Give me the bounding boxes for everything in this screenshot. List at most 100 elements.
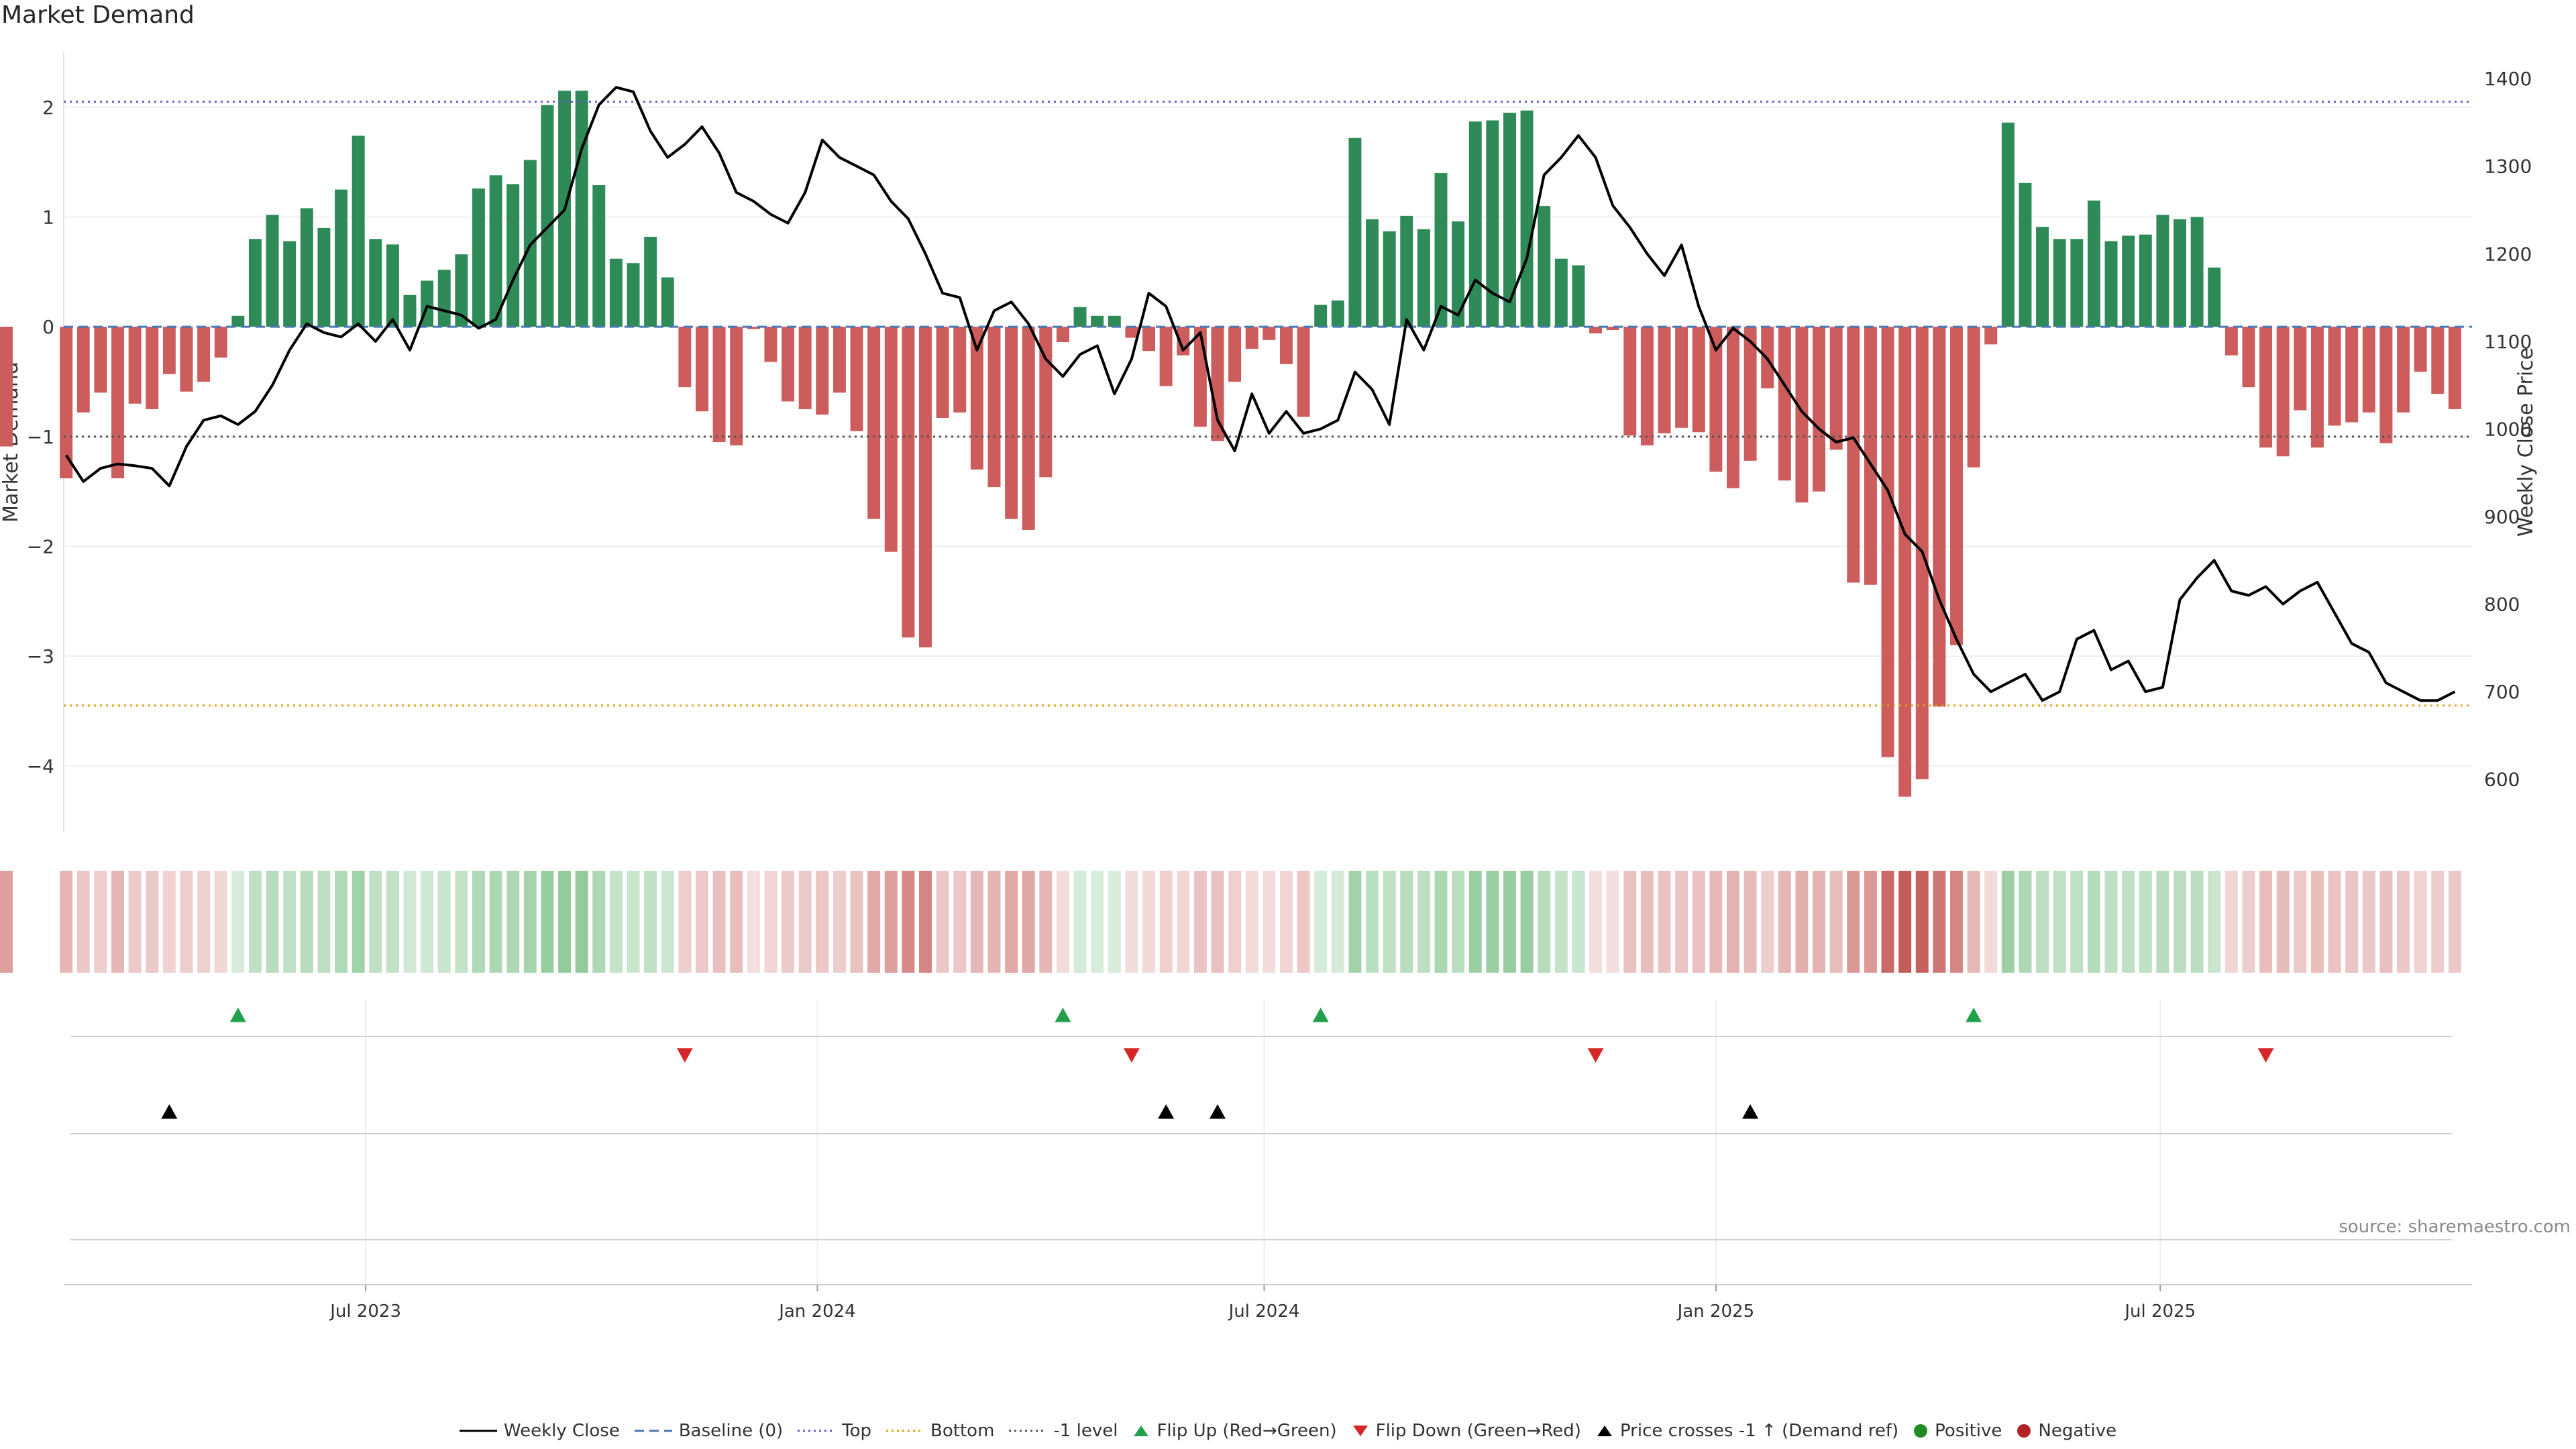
demand-bar: [2036, 227, 2049, 327]
demand-bar: [1091, 315, 1104, 327]
heat-cell: [936, 871, 949, 973]
weekly-close-line: [65, 86, 2456, 702]
heat-cell: [1263, 871, 1276, 973]
heat-cell: [1417, 871, 1430, 973]
demand-bar: [1056, 327, 1069, 343]
demand-bar: [180, 327, 193, 392]
demand-bar: [1778, 327, 1791, 481]
heat-cell: [987, 871, 1001, 973]
demand-bar: [1623, 327, 1637, 436]
heat-cell: [1452, 871, 1465, 973]
heat-cell: [2379, 871, 2393, 973]
demand-bar: [1314, 305, 1328, 327]
heat-cell: [128, 871, 142, 973]
demand-bar: [2294, 327, 2307, 411]
heat-cell: [1658, 871, 1671, 973]
heat-cell: [833, 871, 846, 973]
demand-bar: [2379, 327, 2393, 443]
heat-cell: [386, 871, 399, 973]
price-cross-marker: [1742, 1104, 1759, 1119]
heat-cell: [1520, 871, 1534, 973]
heat-cell: [2087, 871, 2100, 973]
heat-cell: [1366, 871, 1379, 973]
demand-bar: [1984, 327, 1998, 345]
heat-cell: [1022, 871, 1035, 973]
heat-cell: [421, 871, 434, 973]
demand-bar: [472, 188, 485, 327]
heat-cell: [2001, 871, 2015, 973]
heat-cell: [1881, 871, 1894, 973]
heat-cell: [197, 871, 211, 973]
heat-cell: [2431, 871, 2445, 973]
legend-label: Flip Down (Green→Red): [1375, 1421, 1581, 1441]
demand-bar: [369, 239, 382, 327]
demand-bar: [352, 136, 365, 327]
heat-cell: [94, 871, 107, 973]
demand-bar: [1813, 327, 1826, 492]
heat-cell: [1314, 871, 1328, 973]
demand-bar: [1640, 327, 1654, 445]
x-tick-label: Jul 2023: [329, 1301, 401, 1322]
demand-bar: [902, 327, 915, 638]
heat-cell: [2036, 871, 2049, 973]
heat-cell: [1778, 871, 1791, 973]
heat-cell: [2139, 871, 2152, 973]
price-cross-marker: [1209, 1104, 1226, 1119]
flip-up-marker: [1312, 1008, 1329, 1022]
demand-bar: [1692, 327, 1705, 433]
demand-bar: [1142, 327, 1155, 352]
heat-cell: [1950, 871, 1963, 973]
legend-baseline: Baseline (0): [634, 1421, 783, 1441]
demand-bar: [1228, 327, 1242, 382]
heat-cell: [1383, 871, 1396, 973]
y2-tick-label: 1200: [2484, 243, 2532, 265]
demand-bar: [1589, 327, 1603, 333]
heat-cell: [162, 871, 176, 973]
demand-bar: [1108, 315, 1121, 327]
demand-bar: [146, 327, 159, 409]
demand-bar: [1245, 327, 1258, 349]
heat-cell: [2276, 871, 2290, 973]
demand-bar: [1709, 327, 1723, 472]
flip-up-marker: [1055, 1008, 1071, 1022]
legend-price-cross: Price crosses -1 ↑ (Demand ref): [1596, 1421, 1898, 1441]
demand-bar: [1005, 327, 1018, 519]
demand-bar: [1503, 113, 1516, 327]
demand-bar: [335, 189, 348, 327]
heat-cell: [1331, 871, 1344, 973]
demand-bar: [987, 327, 1001, 488]
heat-cell: [1967, 871, 1980, 973]
demand-bar: [2139, 234, 2152, 327]
demand-bar: [712, 327, 726, 442]
demand-bar: [128, 327, 142, 404]
y-tick-label: 1: [42, 206, 54, 228]
demand-bar: [437, 270, 451, 327]
triangle-up-icon: [1597, 1426, 1612, 1436]
triangle-up-icon: [1134, 1426, 1149, 1436]
heat-cell: [1091, 871, 1104, 973]
demand-bar: [1193, 327, 1207, 427]
demand-bar: [386, 244, 399, 327]
demand-bar: [1383, 231, 1396, 327]
heat-cell: [1468, 871, 1482, 973]
demand-bar: [1417, 229, 1430, 327]
flip-down-marker: [676, 1048, 693, 1063]
demand-bar: [1297, 327, 1310, 417]
x-tick-label: Jan 2025: [1676, 1301, 1755, 1322]
demand-bar: [1727, 327, 1739, 488]
price-cross-marker: [161, 1104, 178, 1119]
heat-cell: [1538, 871, 1551, 973]
heat-cell: [1743, 871, 1757, 973]
heat-cell: [902, 871, 915, 973]
demand-bar: [2190, 217, 2204, 327]
demand-bar: [1486, 120, 1499, 327]
y-tick-label: −4: [27, 755, 54, 777]
demand-bar: [644, 236, 657, 327]
demand-bar: [833, 327, 846, 393]
y-tick-label: −3: [27, 645, 54, 667]
legend-label: Price crosses -1 ↑ (Demand ref): [1619, 1421, 1899, 1441]
heat-cell: [782, 871, 795, 973]
y-tick-label: 0: [42, 316, 54, 338]
heat-cell: [335, 871, 348, 973]
demand-bar: [730, 327, 743, 445]
